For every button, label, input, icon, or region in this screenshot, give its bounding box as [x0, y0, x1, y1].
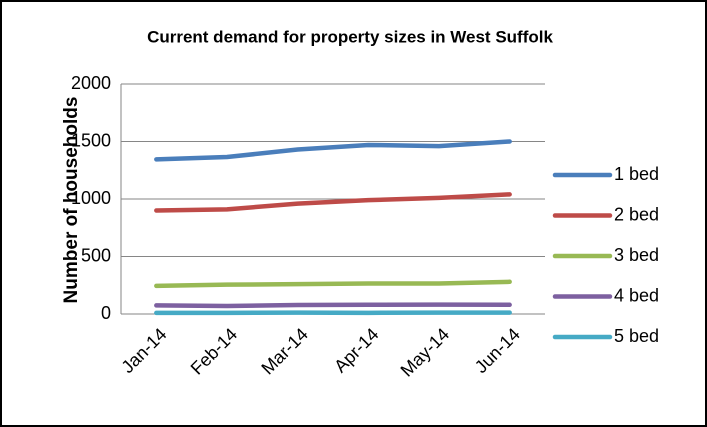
y-tick-label: 2000	[71, 73, 111, 93]
y-tick-label: 0	[101, 303, 111, 323]
legend-label: 4 bed	[614, 285, 659, 305]
y-axis-label: Number of households	[61, 97, 82, 304]
series-line	[154, 279, 512, 289]
legend-label: 3 bed	[614, 245, 659, 265]
chart-title: Current demand for property sizes in Wes…	[147, 27, 553, 46]
series-line	[154, 302, 512, 309]
legend-label: 5 bed	[614, 326, 659, 346]
legend-label: 2 bed	[614, 204, 659, 224]
series-line	[154, 192, 512, 213]
series-line	[154, 139, 512, 162]
y-tick-label: 1000	[71, 188, 111, 208]
y-tick-label: 500	[81, 245, 111, 265]
legend-label: 1 bed	[614, 164, 659, 184]
y-tick-label: 1500	[71, 130, 111, 150]
